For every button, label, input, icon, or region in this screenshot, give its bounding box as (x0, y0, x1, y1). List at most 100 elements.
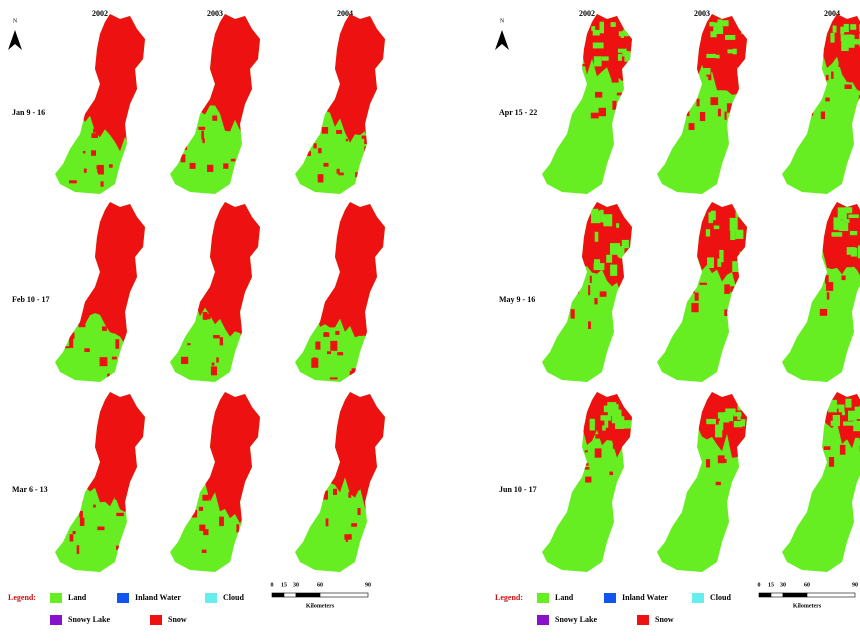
land-patch (621, 32, 624, 38)
snow-patch (377, 535, 379, 540)
snow-patch (112, 357, 117, 360)
snow-patch (181, 154, 186, 162)
legend-label: Land (555, 593, 574, 602)
snow-patch (700, 112, 705, 121)
snow-patch (711, 97, 719, 105)
snow-patch (680, 471, 685, 477)
snow-patch (571, 309, 575, 318)
snow-patch (380, 482, 386, 491)
snow-patch (244, 346, 250, 351)
snow-patch (622, 475, 626, 478)
basin-map (170, 202, 270, 382)
snow-patch (668, 470, 676, 474)
snow-patch (231, 159, 236, 162)
snow-patch (554, 110, 562, 118)
legend-title: Legend: (8, 593, 36, 602)
basin-map (542, 392, 642, 572)
legend-label: Snowy Lake (555, 615, 597, 624)
snow-patch (77, 545, 80, 554)
land-patch (830, 33, 834, 43)
snow-patch (211, 366, 217, 375)
snow-patch (706, 459, 710, 467)
basin-map (782, 391, 860, 572)
snow-patch (668, 112, 674, 114)
snow-patch (824, 446, 831, 450)
snow-patch (626, 305, 634, 311)
snow-patch (694, 269, 699, 277)
snow-patch (213, 335, 220, 338)
snow-patch (554, 271, 560, 278)
snow-patch (381, 167, 386, 170)
snow-patch (256, 326, 262, 333)
snow-patch (216, 357, 218, 362)
snow-patch (207, 165, 213, 172)
snow-patch (558, 87, 561, 94)
snow-patch (810, 451, 816, 458)
snow-patch (360, 358, 362, 366)
scale-segment (320, 593, 368, 597)
snow-patch (324, 163, 329, 167)
land-patch (590, 419, 595, 431)
snow-patch (554, 115, 558, 123)
snow-patch (839, 63, 844, 67)
snow-patch (807, 110, 813, 116)
snow-patch (687, 91, 693, 99)
scale-unit: Kilometers (306, 603, 335, 609)
land-patch (848, 411, 857, 421)
snow-patch (554, 311, 559, 314)
snow-patch (326, 518, 329, 526)
snow-patch (807, 64, 814, 67)
snow-patch (350, 371, 355, 375)
snow-patch (181, 313, 184, 317)
basin-map (170, 14, 270, 194)
land-patch (734, 421, 743, 427)
snow-patch (689, 284, 695, 294)
legend-swatch (205, 593, 217, 603)
snow-patch (236, 358, 239, 368)
snow-patch (848, 261, 850, 267)
snow-patch (236, 524, 239, 532)
scale-segment (759, 593, 771, 597)
date-label: Apr 15 - 22 (499, 108, 537, 117)
snow-patch (69, 180, 77, 183)
snow-patch (692, 446, 695, 448)
land-patch (736, 212, 739, 218)
land-patch (604, 406, 610, 413)
snow-patch (831, 72, 833, 79)
scale-segment (807, 593, 855, 597)
snow-patch (310, 483, 318, 492)
snow-patch (187, 110, 192, 119)
snow-patch (91, 133, 98, 138)
scale-segment (783, 593, 807, 597)
snow-patch (803, 452, 809, 457)
snow-patch (591, 113, 599, 119)
land-patch (833, 26, 837, 33)
snow-patch (258, 142, 264, 147)
scale-tick: 60 (804, 582, 810, 588)
snow-patch (336, 130, 342, 134)
snow-patch (560, 60, 563, 68)
snow-patch (605, 429, 611, 434)
snow-patch (351, 523, 357, 527)
snow-patch (559, 301, 563, 304)
land-patch (591, 211, 600, 224)
snow-patch (820, 309, 827, 316)
snow-patch (572, 95, 580, 100)
snow-patch (71, 512, 74, 519)
snow-patch (826, 75, 829, 81)
legend-label: Inland Water (135, 593, 181, 602)
snow-patch (581, 64, 586, 66)
snow-patch (742, 104, 744, 110)
scale-tick: 90 (365, 582, 371, 588)
legend-label: Snow (168, 615, 187, 624)
snow-patch (724, 284, 730, 294)
snow-patch (677, 309, 684, 313)
year-label: 2002 (579, 9, 595, 18)
snow-patch (683, 110, 689, 116)
land-patch (730, 228, 735, 240)
snow-patch (718, 71, 721, 74)
snow-patch (688, 284, 691, 287)
snow-patch (819, 420, 822, 429)
snow-patch (346, 536, 348, 542)
snow-patch (566, 470, 569, 479)
